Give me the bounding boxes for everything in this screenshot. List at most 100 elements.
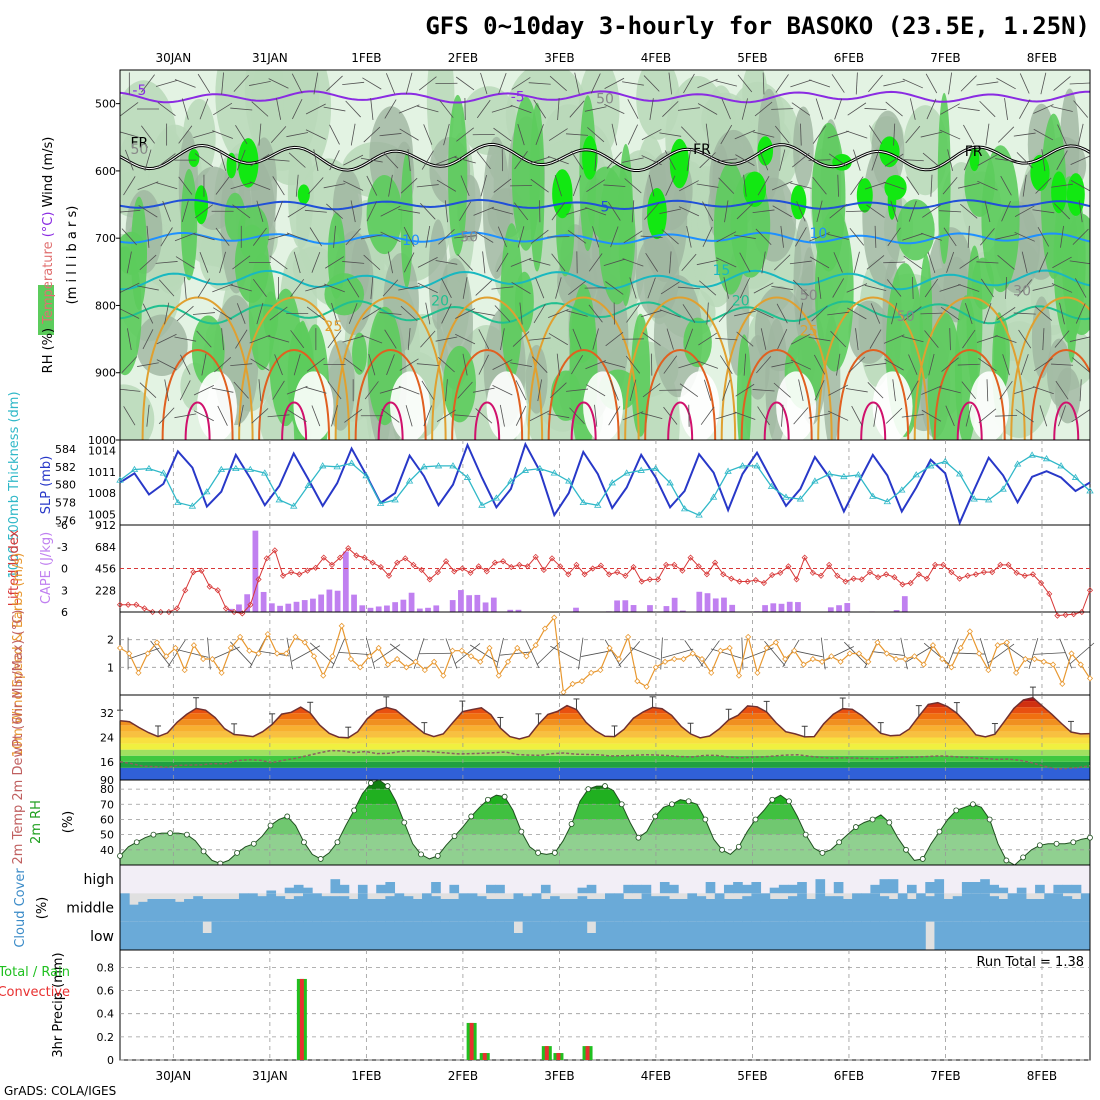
wind-barb — [1055, 380, 1069, 400]
wind-barb — [531, 356, 548, 373]
cape-bar — [704, 593, 711, 612]
thickness-marker — [565, 477, 573, 484]
cloud-bar-low — [577, 921, 588, 950]
wind-barb — [864, 181, 887, 190]
cloud-bar-low — [568, 921, 579, 950]
wind-barb — [996, 77, 1016, 90]
wind-barb — [1077, 123, 1084, 146]
cloud-bar-high — [385, 882, 396, 894]
rh-blob-bright — [1030, 154, 1050, 191]
rh-marker — [334, 839, 341, 846]
slp-ylabel: SLP (mb) — [39, 456, 54, 515]
cloud-bar-low — [156, 921, 167, 950]
wind-barb — [155, 182, 178, 190]
wind-barb — [587, 127, 605, 143]
temp-band — [120, 767, 1090, 780]
wind-speed-marker — [1022, 655, 1029, 663]
wind-barb — [883, 80, 905, 87]
cloud-bar-low — [229, 921, 240, 950]
wind-barb — [305, 386, 327, 394]
wind-barb — [832, 278, 845, 298]
wind-barb — [267, 158, 290, 162]
thickness-marker — [507, 477, 515, 484]
thickness-tick-label: 584 — [55, 443, 76, 456]
thickness-marker — [1057, 462, 1065, 469]
wind-barb — [755, 228, 772, 246]
lifted-index-marker — [524, 563, 531, 570]
rh-blob-green — [993, 316, 1010, 391]
slp-tick-label: 1008 — [88, 487, 116, 500]
cloud-bar-middle — [367, 899, 377, 922]
lifted-index-marker — [508, 563, 515, 571]
lifted-index-line — [120, 547, 1091, 617]
wind-barb — [550, 382, 567, 399]
wind-barb — [940, 306, 960, 321]
wind-speed-marker — [569, 680, 576, 687]
wind-barb — [399, 358, 419, 371]
wind-barb — [196, 330, 212, 348]
thickness-marker — [796, 495, 805, 502]
rh-marker — [819, 849, 826, 856]
cloud-bar-low — [495, 921, 505, 950]
wind-barb — [519, 302, 523, 325]
wind-barb — [662, 101, 679, 117]
rh-marker — [133, 839, 140, 846]
wind-barb — [120, 102, 139, 116]
wind-barb — [760, 328, 767, 350]
wind-barb — [629, 379, 637, 401]
top-date-label: 8FEB — [1027, 51, 1057, 65]
cape-bar — [630, 605, 637, 612]
wind-barb — [792, 279, 809, 297]
cloud-bar-low — [467, 921, 478, 950]
wind-barb — [417, 282, 438, 294]
cloud-bar-middle — [321, 896, 331, 922]
bottom-date-label: 3FEB — [544, 1069, 574, 1083]
wind-barb — [362, 307, 382, 320]
wind-barb — [800, 123, 802, 146]
wind-barb-10m — [454, 643, 481, 664]
wind-barb — [571, 355, 584, 375]
wind-barb — [363, 254, 381, 271]
cloud-bar-low — [623, 921, 633, 950]
wind-barb-10m — [581, 650, 613, 657]
lifted-index-marker — [972, 571, 979, 578]
wind-barb — [702, 226, 713, 247]
cape-bar — [770, 603, 777, 612]
wind-speed-marker — [1040, 658, 1047, 665]
wind-barb — [715, 412, 737, 420]
rh-marker — [167, 830, 174, 837]
wind-speed-marker — [615, 655, 622, 663]
wind-speed-marker — [495, 672, 502, 679]
cloud-bar-low — [961, 921, 972, 950]
wind-barb — [743, 353, 747, 376]
wind-speed-marker — [1003, 639, 1010, 646]
wind-barb — [548, 333, 569, 346]
cape-bar — [400, 599, 407, 612]
cloud-bar-low — [980, 921, 990, 950]
wind-barb — [864, 108, 887, 110]
contour-surface-loop — [1053, 401, 1080, 440]
wind-barb — [193, 233, 215, 241]
thickness-marker — [232, 464, 240, 472]
wind-barb — [478, 354, 489, 375]
wind-barb — [814, 354, 826, 375]
contour-surface-loop — [763, 401, 790, 440]
cape-bar — [285, 603, 292, 612]
wind-speed-marker — [625, 633, 632, 640]
wind-barb — [851, 405, 863, 426]
lifted-index-marker — [1070, 611, 1077, 618]
cloud-bar-low — [1025, 921, 1036, 950]
wind-barb — [771, 285, 794, 291]
wind-barb — [407, 328, 411, 351]
cloud-bar-high — [989, 884, 999, 894]
wind-barb — [179, 380, 191, 401]
cape-bar — [893, 610, 900, 612]
lifted-index-marker — [899, 581, 906, 588]
top-date-label: 7FEB — [930, 51, 960, 65]
run-total-label: Run Total = 1.38 — [976, 955, 1084, 970]
wind-barb-10m — [923, 642, 949, 665]
temp-band — [120, 713, 1090, 720]
thickness-marker — [275, 496, 283, 503]
lifted-index-marker — [956, 575, 963, 582]
wind-barb — [213, 102, 233, 116]
